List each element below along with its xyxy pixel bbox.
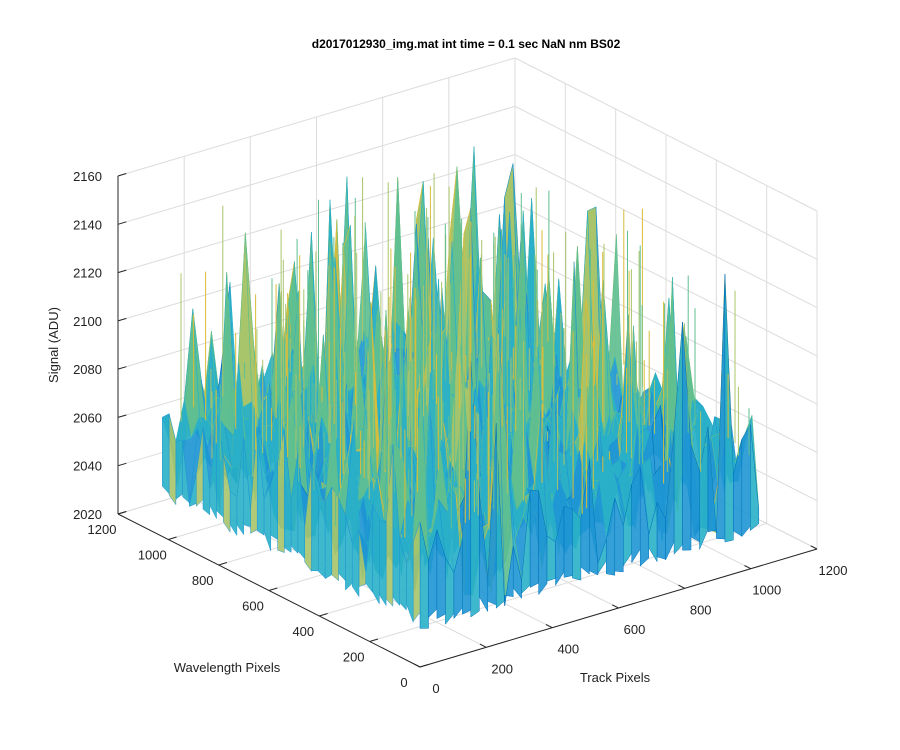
surface-patch xyxy=(250,427,258,534)
surface-patch xyxy=(182,440,190,505)
axes xyxy=(117,173,818,668)
z-tick-mark xyxy=(117,414,127,418)
grid-line xyxy=(514,57,818,212)
surface-patch xyxy=(189,474,197,507)
surface-patch xyxy=(256,427,265,536)
z-axis-label: Signal (ADU) xyxy=(46,307,61,383)
surface-patch xyxy=(202,427,211,516)
z-tick-label: 2140 xyxy=(73,217,102,232)
x-tick-mark xyxy=(678,584,685,589)
z-tick-mark xyxy=(117,366,127,370)
x-tick-mark xyxy=(545,624,553,629)
x-tick-label: 1200 xyxy=(819,563,848,578)
y-tick-label: 800 xyxy=(192,573,214,588)
y-tick-label: 200 xyxy=(343,650,365,665)
y-tick-label: 1200 xyxy=(88,522,117,537)
x-axis-label: Track Pixels xyxy=(580,670,651,685)
z-tick-label: 2120 xyxy=(73,266,102,281)
surface-patch xyxy=(538,490,548,596)
z-tick-label: 2020 xyxy=(73,507,102,522)
surface-patch xyxy=(324,486,333,580)
surface-patch xyxy=(648,502,658,563)
x-tick-label: 400 xyxy=(557,642,579,657)
y-tick-mark xyxy=(369,638,379,642)
grid-line xyxy=(117,154,516,274)
z-tick-mark xyxy=(117,173,127,177)
z-tick-label: 2160 xyxy=(73,169,102,184)
y-axis-label: Wavelength Pixels xyxy=(174,660,281,675)
tick-labels: 0 200 400 600 800 1000 1200 0 200 400 600 800 1000 12… xyxy=(73,169,847,696)
surface-patch xyxy=(351,528,360,598)
surface-patch xyxy=(750,424,760,532)
y-tick-mark xyxy=(319,613,328,617)
surface-patch xyxy=(345,514,353,591)
grid-line xyxy=(514,105,818,260)
z-tick-mark xyxy=(117,221,127,225)
x-tick-label: 800 xyxy=(690,602,712,617)
surface-patch xyxy=(479,491,489,613)
grid-line xyxy=(514,154,818,309)
surface-patch xyxy=(379,519,387,607)
x-tick-label: 1000 xyxy=(752,583,781,598)
x-tick-mark xyxy=(744,565,752,570)
z-tick-mark xyxy=(117,462,127,467)
z-tick-label: 2060 xyxy=(73,410,102,425)
surface-patch xyxy=(546,535,556,582)
surface-patch xyxy=(631,466,641,564)
x-tick-mark xyxy=(611,604,619,609)
surface-patch xyxy=(529,489,539,588)
surface-patch xyxy=(223,454,231,534)
grid-line xyxy=(117,57,516,177)
y-tick-label: 400 xyxy=(292,624,314,639)
x-tick-label: 0 xyxy=(432,681,439,696)
z-tick-label: 2080 xyxy=(73,362,102,377)
y-tick-label: 1000 xyxy=(138,548,167,563)
surface-patch xyxy=(168,413,177,506)
x-tick-mark xyxy=(479,643,487,648)
chart-title: d2017012930_img.mat int time = 0.1 sec N… xyxy=(312,37,621,51)
z-tick-label: 2040 xyxy=(73,459,102,474)
grid-line xyxy=(514,202,818,357)
surface-patch xyxy=(318,495,326,579)
x-tick-mark xyxy=(810,545,818,550)
surface-patch xyxy=(504,545,514,607)
y-tick-label: 0 xyxy=(400,675,407,690)
surface-patch xyxy=(563,505,573,578)
grid-line xyxy=(117,105,516,225)
surface-patch xyxy=(639,466,649,567)
surface-patch xyxy=(606,497,616,576)
surface-patch xyxy=(470,360,480,618)
y-tick-mark xyxy=(218,562,228,566)
x-tick-label: 200 xyxy=(491,661,513,676)
y-tick-mark xyxy=(268,587,278,591)
z-tick-mark xyxy=(117,511,127,515)
surface-patch xyxy=(175,440,183,500)
surface-patch xyxy=(229,491,238,537)
y-tick-label: 600 xyxy=(242,599,264,614)
surface-patch xyxy=(716,274,726,540)
y-tick-mark xyxy=(168,536,177,540)
x-tick-mark xyxy=(413,663,421,668)
surface-patch xyxy=(614,497,624,573)
z-tick-mark xyxy=(117,317,127,322)
z-tick-mark xyxy=(117,269,127,274)
y-tick-mark xyxy=(419,664,429,668)
surface-patch xyxy=(572,508,582,581)
surface-patch xyxy=(195,427,204,508)
surface-patch xyxy=(589,459,599,576)
surface-patch xyxy=(304,463,312,573)
surface-patch xyxy=(372,504,380,605)
surface-patch xyxy=(724,274,734,543)
surface-patch xyxy=(162,413,170,495)
x-tick-label: 600 xyxy=(624,622,646,637)
surface-patch xyxy=(512,545,522,600)
surface-plot xyxy=(161,146,760,629)
z-tick-label: 2100 xyxy=(73,314,102,329)
